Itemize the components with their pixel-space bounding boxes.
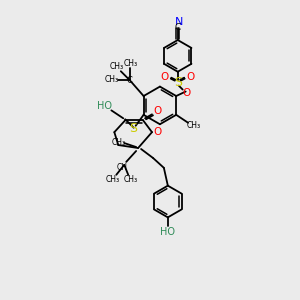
Text: CH₃: CH₃ <box>105 75 119 84</box>
Text: O: O <box>182 88 191 98</box>
Text: O: O <box>187 72 195 82</box>
Text: O: O <box>161 72 169 82</box>
Text: N: N <box>175 17 183 27</box>
Text: S: S <box>174 76 182 89</box>
Text: CH₃: CH₃ <box>110 62 124 71</box>
Text: CH₃: CH₃ <box>124 175 138 184</box>
Text: HO: HO <box>160 227 175 237</box>
Text: C: C <box>175 23 181 32</box>
Text: CH₃: CH₃ <box>105 175 119 184</box>
Text: CH₃: CH₃ <box>124 59 138 68</box>
Text: CH₃: CH₃ <box>187 121 201 130</box>
Text: O: O <box>154 106 162 116</box>
Text: O: O <box>154 127 162 137</box>
Text: S: S <box>129 122 137 135</box>
Text: CH₃: CH₃ <box>111 138 125 147</box>
Text: C: C <box>127 76 133 85</box>
Text: HO: HO <box>97 101 112 111</box>
Text: CH: CH <box>117 163 128 172</box>
